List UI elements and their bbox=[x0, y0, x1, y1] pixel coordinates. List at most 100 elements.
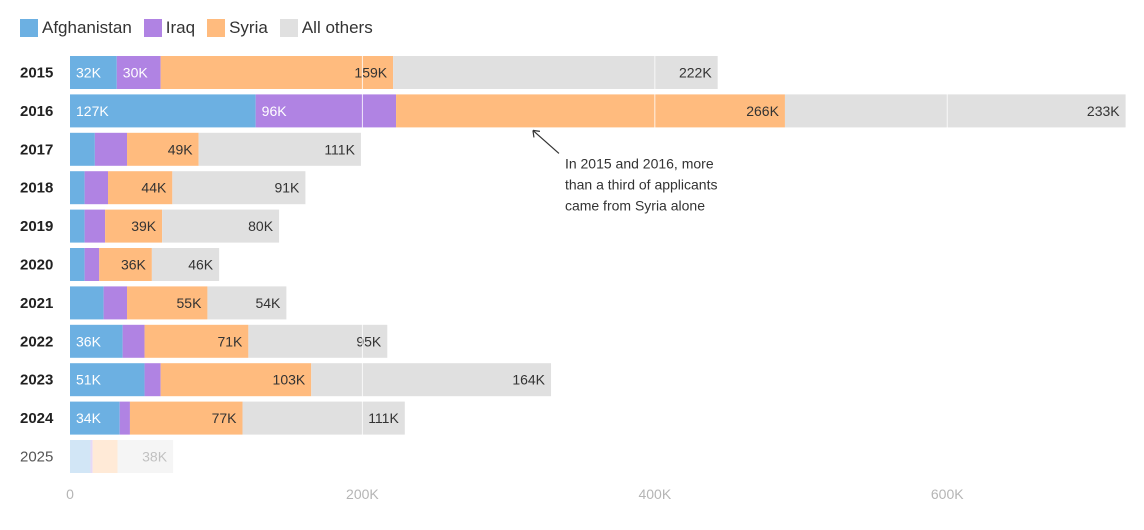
annotation-arrowhead bbox=[532, 129, 541, 138]
data-label-afghanistan-2016: 127K bbox=[76, 103, 109, 119]
legend-swatch-iraq bbox=[143, 19, 162, 37]
data-label-syria-2020: 36K bbox=[121, 257, 147, 273]
data-label-syria-2024: 77K bbox=[212, 410, 238, 426]
x-tick-label-200K: 200K bbox=[346, 486, 379, 502]
bar-afghanistan-2015 bbox=[70, 56, 117, 89]
legend: Afghanistan Iraq Syria All others bbox=[20, 16, 385, 40]
bar-iraq-2016 bbox=[255, 94, 397, 128]
bar-row-2015: 32K 30K 159K 222K bbox=[70, 56, 718, 89]
data-label-syria-2023: 103K bbox=[273, 372, 306, 388]
legend-item-iraq: Iraq bbox=[143, 18, 196, 38]
bar-iraq-2018 bbox=[84, 171, 109, 205]
year-label-2016: 2016 bbox=[20, 103, 53, 120]
year-label-2025: 2025 bbox=[20, 449, 53, 466]
x-tick-label-400K: 400K bbox=[638, 486, 671, 502]
legend-swatch-all-others bbox=[279, 19, 298, 37]
data-label-syria-2018: 44K bbox=[141, 180, 167, 196]
legend-item-all-others: All others bbox=[279, 18, 373, 38]
bar-afghanistan-2016 bbox=[70, 94, 256, 128]
annotation: In 2015 and 2016, more than a third of ap… bbox=[532, 129, 718, 213]
data-label-afghanistan-2022: 36K bbox=[76, 333, 102, 349]
bar-syria-2024 bbox=[129, 401, 243, 435]
bar-row-2017: 49K 111K bbox=[70, 132, 361, 166]
legend-item-afghanistan: Afghanistan bbox=[20, 18, 132, 38]
legend-label-afghanistan: Afghanistan bbox=[42, 18, 132, 37]
bar-iraq-2017 bbox=[94, 132, 128, 166]
data-label-afghanistan-2023: 51K bbox=[76, 372, 102, 388]
bar-row-2023: 51K 103K 164K bbox=[70, 363, 552, 397]
data-label-all-others-2023: 164K bbox=[512, 372, 545, 388]
year-label-2018: 2018 bbox=[20, 180, 53, 197]
year-label-2019: 2019 bbox=[20, 218, 53, 235]
annotation-text-line-1: In 2015 and 2016, more bbox=[565, 155, 714, 171]
bar-all-others-2021 bbox=[207, 286, 287, 320]
bar-row-2021: 55K 54K bbox=[70, 286, 287, 320]
bar-row-2022: 36K 71K 95K bbox=[70, 324, 388, 358]
bars: 32K 30K 159K 222K 127K 96K 266K 233K 49K 111K 44K 9… bbox=[70, 56, 1126, 473]
data-label-all-others-2016: 233K bbox=[1087, 103, 1120, 119]
year-label-2020: 2020 bbox=[20, 257, 53, 274]
bar-row-2020: 36K 46K bbox=[70, 248, 220, 281]
legend-swatch-afghanistan bbox=[20, 19, 38, 37]
bar-afghanistan-2017 bbox=[70, 132, 95, 166]
data-label-all-others-2024: 111K bbox=[368, 410, 399, 426]
bar-iraq-2019 bbox=[84, 209, 106, 243]
year-label-2024: 2024 bbox=[20, 410, 54, 427]
bar-all-others-2022 bbox=[248, 324, 388, 358]
x-tick-label-0: 0 bbox=[66, 486, 74, 502]
bar-syria-2015 bbox=[160, 56, 394, 89]
bar-syria-2020 bbox=[99, 248, 152, 281]
bar-all-others-2024 bbox=[242, 401, 405, 435]
y-axis: 2015 2016 2017 2018 2019 2020 2021 2022 2023 2024… bbox=[20, 65, 54, 466]
bar-all-others-2023 bbox=[311, 363, 552, 397]
bar-afghanistan-2024 bbox=[70, 401, 120, 435]
year-label-2022: 2022 bbox=[20, 333, 53, 350]
bar-all-others-2018 bbox=[172, 171, 306, 205]
bar-row-2024: 34K 77K 111K bbox=[70, 401, 405, 435]
bar-all-others-2020 bbox=[151, 248, 220, 281]
bar-all-others-2017 bbox=[198, 132, 361, 166]
data-label-iraq-2015: 30K bbox=[123, 65, 149, 81]
year-label-2021: 2021 bbox=[20, 295, 53, 312]
bar-all-others-2025 bbox=[117, 440, 174, 473]
bar-syria-2017 bbox=[127, 132, 199, 166]
bar-row-2016: 127K 96K 266K 233K bbox=[70, 94, 1126, 128]
legend-label-iraq: Iraq bbox=[165, 18, 196, 37]
gridlines bbox=[361, 50, 948, 475]
bar-syria-2016 bbox=[396, 94, 785, 128]
bar-iraq-2015 bbox=[116, 56, 161, 89]
bar-iraq-2021 bbox=[103, 286, 128, 320]
data-label-all-others-2019: 80K bbox=[248, 218, 274, 234]
data-label-syria-2016: 266K bbox=[746, 103, 779, 119]
year-label-2015: 2015 bbox=[20, 65, 53, 82]
data-label-all-others-2017: 111K bbox=[324, 141, 355, 157]
bar-iraq-2025 bbox=[90, 440, 93, 473]
data-label-afghanistan-2015: 32K bbox=[76, 65, 102, 81]
x-tick-label-600K: 600K bbox=[931, 486, 964, 502]
data-label-syria-2019: 39K bbox=[131, 218, 157, 234]
annotation-text-line-2: than a third of applicants bbox=[565, 176, 718, 192]
legend-label-all-others: All others bbox=[301, 18, 373, 37]
data-label-all-others-2020: 46K bbox=[188, 257, 214, 273]
data-label-all-others-2021: 54K bbox=[255, 295, 281, 311]
bar-iraq-2024 bbox=[119, 401, 130, 435]
year-label-2023: 2023 bbox=[20, 372, 53, 389]
bar-syria-2021 bbox=[127, 286, 208, 320]
bar-afghanistan-2022 bbox=[70, 324, 123, 358]
data-label-iraq-2016: 96K bbox=[262, 103, 288, 119]
bar-afghanistan-2023 bbox=[70, 363, 145, 397]
bar-afghanistan-2019 bbox=[70, 209, 85, 243]
bar-syria-2019 bbox=[105, 209, 163, 243]
bar-all-others-2015 bbox=[393, 56, 718, 89]
data-label-syria-2015: 159K bbox=[354, 65, 387, 81]
bar-syria-2025 bbox=[92, 440, 118, 473]
bar-syria-2018 bbox=[108, 171, 173, 205]
data-label-all-others-2018: 91K bbox=[274, 180, 300, 196]
legend-swatch-syria bbox=[207, 19, 226, 37]
bar-afghanistan-2025 bbox=[70, 440, 91, 473]
x-axis: 0 200K 400K 600K bbox=[66, 486, 964, 502]
legend-label-syria: Syria bbox=[229, 18, 268, 37]
data-label-all-others-2025: 38K bbox=[142, 449, 168, 465]
